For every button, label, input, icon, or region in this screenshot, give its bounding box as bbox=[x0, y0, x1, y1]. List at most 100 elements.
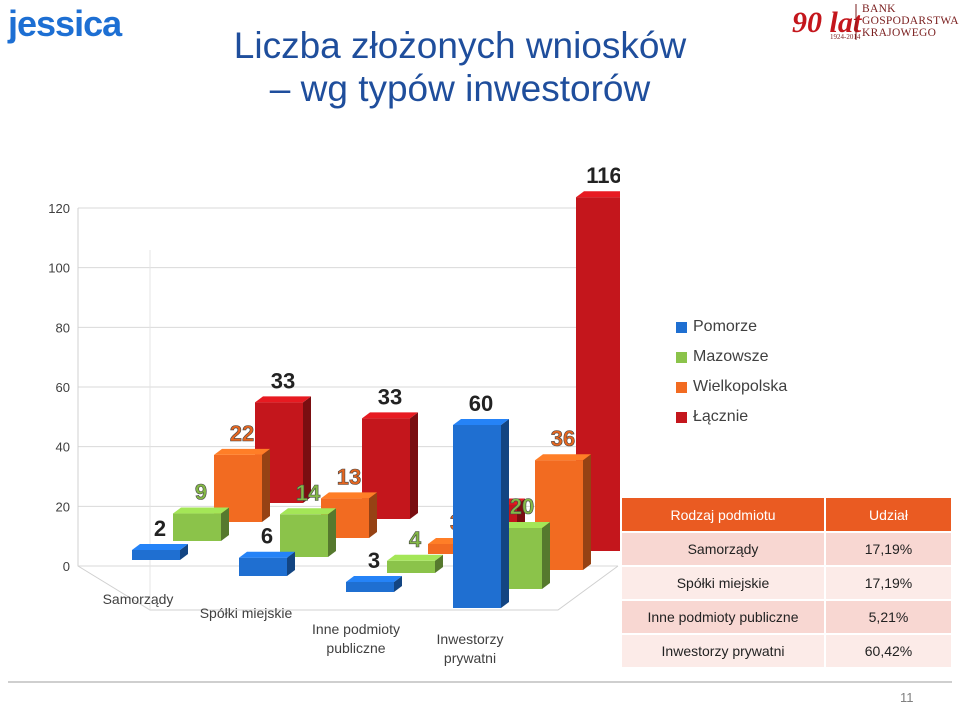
bar-front bbox=[428, 544, 476, 554]
bar-top bbox=[214, 448, 270, 455]
bar-front bbox=[280, 514, 328, 557]
y-tick-label: 120 bbox=[48, 201, 70, 216]
table-cell-share: 17,19% bbox=[824, 531, 953, 567]
category-label: Spółki miejskie bbox=[200, 605, 293, 621]
title-line-2: – wg typów inwestorów bbox=[269, 68, 651, 109]
bar-top bbox=[239, 551, 295, 558]
y-tick-label: 20 bbox=[56, 499, 70, 514]
slide-title: Liczba złożonych wniosków – wg typów inw… bbox=[200, 24, 720, 110]
footer-divider bbox=[8, 681, 952, 683]
bar-front bbox=[239, 557, 287, 576]
title-line-1: Liczba złożonych wniosków bbox=[233, 25, 687, 66]
y-tick-label: 80 bbox=[56, 320, 70, 335]
legend-label: Mazowsze bbox=[693, 348, 769, 365]
bar-front bbox=[346, 582, 394, 592]
y-axis: 0 20 40 60 80 100 120 bbox=[48, 201, 70, 574]
legend-label: Pomorze bbox=[693, 318, 758, 335]
bar-2-1 bbox=[321, 492, 377, 538]
y-tick-label: 0 bbox=[63, 559, 70, 574]
bgk-name: BANK GOSPODARSTWA KRAJOWEGO bbox=[862, 3, 959, 39]
legend-swatch bbox=[676, 411, 687, 423]
data-label: 14 bbox=[296, 480, 321, 505]
bgk-logo-years: 1924-2014 bbox=[830, 33, 861, 41]
jessica-logo: jessica bbox=[6, 4, 132, 44]
bar-side bbox=[303, 396, 311, 503]
bar-side bbox=[328, 508, 336, 557]
data-label: 9 bbox=[195, 480, 207, 505]
y-tick-label: 40 bbox=[56, 440, 70, 455]
table-row: Inne podmioty publiczne 5,21% bbox=[620, 599, 953, 635]
page-number: 11 bbox=[900, 690, 914, 705]
bar-1-0 bbox=[173, 507, 229, 541]
data-label: 36 bbox=[551, 426, 575, 451]
category-label: Inne podmioty publiczne bbox=[312, 621, 400, 656]
legend-swatch bbox=[676, 351, 687, 363]
bar-side bbox=[262, 448, 270, 522]
data-label: 13 bbox=[337, 464, 361, 489]
bgk-line-1: BANK bbox=[862, 3, 896, 15]
table-row: Samorządy 17,19% bbox=[620, 531, 953, 567]
bar-side bbox=[221, 507, 229, 541]
bar-1-2 bbox=[387, 554, 443, 573]
data-label: 6 bbox=[261, 524, 273, 549]
bar-side bbox=[369, 492, 377, 538]
bgk-logo: 90 lat 1924-2014 bbox=[792, 4, 863, 41]
legend-label: Wielkopolska bbox=[693, 378, 788, 395]
table-row: Inwestorzy prywatni 60,42% bbox=[620, 633, 953, 669]
chart-legend: Pomorze Mazowsze Wielkopolska Łącznie bbox=[676, 312, 787, 432]
bgk-logo-mark: 90 lat bbox=[792, 6, 863, 39]
category-labels: Samorządy Spółki miejskie Inne podmioty pub… bbox=[103, 591, 504, 666]
table-cell-type: Inwestorzy prywatni bbox=[620, 633, 826, 669]
category-label: Inwestorzy prywatni bbox=[437, 631, 504, 666]
data-label: 116 bbox=[586, 163, 620, 188]
bar-top bbox=[453, 419, 509, 425]
bar-front bbox=[387, 560, 435, 573]
bar-side bbox=[394, 576, 402, 592]
legend-item: Łącznie bbox=[676, 402, 787, 432]
share-table: Rodzaj podmiotu Udział Samorządy 17,19% … bbox=[620, 496, 953, 669]
bar-top bbox=[346, 576, 402, 582]
bar-side bbox=[542, 522, 550, 589]
bar-top bbox=[255, 396, 311, 403]
legend-label: Łącznie bbox=[693, 408, 749, 425]
bar-top bbox=[576, 191, 620, 198]
data-label: 4 bbox=[409, 527, 422, 552]
y-tick-label: 100 bbox=[48, 261, 70, 276]
bar-side bbox=[410, 412, 418, 519]
table-row: Spółki miejskie 17,19% bbox=[620, 565, 953, 601]
bar-top bbox=[362, 412, 418, 419]
bar-2-3 bbox=[535, 454, 591, 570]
data-label: 20 bbox=[510, 494, 534, 519]
table-header-type: Rodzaj podmiotu bbox=[620, 496, 826, 533]
jessica-logo-text: jessica bbox=[7, 4, 123, 44]
legend-swatch bbox=[676, 321, 687, 333]
bar-side bbox=[287, 551, 295, 576]
data-label: 3 bbox=[368, 548, 380, 573]
data-label: 33 bbox=[378, 384, 402, 409]
bar-front bbox=[453, 425, 501, 608]
bar-1-1 bbox=[280, 508, 336, 557]
bar-top bbox=[321, 492, 377, 499]
chart-bars: 333310116221333691442026360 bbox=[132, 163, 620, 608]
legend-item: Pomorze bbox=[676, 312, 787, 342]
y-tick-label: 60 bbox=[56, 380, 70, 395]
bar-0-1 bbox=[239, 551, 295, 576]
legend-item: Wielkopolska bbox=[676, 372, 787, 402]
bar-top bbox=[387, 554, 443, 561]
table-header-share: Udział bbox=[824, 496, 953, 533]
bar-side bbox=[501, 419, 509, 608]
bar-top bbox=[173, 507, 229, 514]
bgk-line-3: KRAJOWEGO bbox=[862, 27, 937, 39]
table-cell-share: 5,21% bbox=[824, 599, 953, 635]
bar-side bbox=[180, 544, 188, 560]
bgk-line-2: GOSPODARSTWA bbox=[862, 15, 959, 27]
bar-2-0 bbox=[214, 448, 270, 522]
table-cell-type: Inne podmioty publiczne bbox=[620, 599, 826, 635]
bar-side bbox=[435, 554, 443, 573]
data-label: 22 bbox=[230, 421, 254, 446]
data-label: 60 bbox=[469, 391, 493, 416]
bar-top bbox=[535, 454, 591, 461]
table-cell-type: Spółki miejskie bbox=[620, 565, 826, 601]
bar-0-0 bbox=[132, 544, 188, 560]
